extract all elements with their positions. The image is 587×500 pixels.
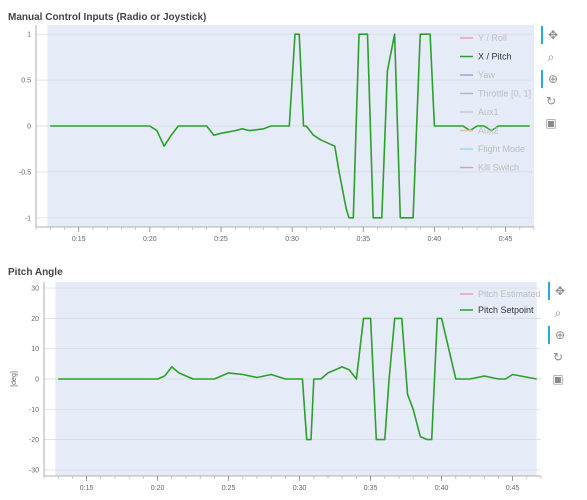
panel-title: Pitch Angle (8, 267, 63, 278)
y-tick-label: 30 (31, 286, 39, 293)
y-tick-label: 0 (27, 124, 31, 131)
series-line-x-pitch (50, 33, 530, 219)
pitch-angle-panel: Pitch Angle 30 20 10 0 -10 -20 -30 0:15 0:20 0:25… (0, 262, 587, 500)
pan-icon[interactable]: ✥ (548, 282, 570, 300)
x-tick-label: 0:20 (151, 485, 165, 492)
legend-item[interactable]: Kill Switch (460, 163, 519, 173)
legend-label: Aux1 (478, 107, 499, 117)
x-tick-label: 0:30 (293, 485, 307, 492)
legend-label: Pitch Estimated (478, 289, 541, 299)
x-tick-label: 0:40 (428, 236, 442, 243)
x-tick-label: 0:35 (356, 236, 370, 243)
x-tick-label: 0:15 (80, 485, 94, 492)
legend-label: Pitch Setpoint (478, 305, 534, 315)
box-zoom-icon[interactable]: ⌕ (554, 305, 562, 320)
y-tick-label: 1 (27, 32, 31, 39)
legend-label: Aux2 (478, 126, 499, 136)
legend-item[interactable]: Flight Mode (460, 144, 525, 154)
legend-item[interactable]: Aux1 (460, 107, 499, 117)
y-tick-label: -0.5 (19, 169, 31, 176)
x-tick-label: 0:45 (499, 236, 513, 243)
manual-control-chart[interactable]: 1 0.5 0 -0.5 -1 0:15 0:20 0:25 0:30 0:35 0:40 0:45 Y… (0, 0, 587, 262)
y-axis-label: [deg] (11, 371, 18, 387)
legend-label: Yaw (478, 70, 495, 80)
wheel-zoom-icon[interactable]: ⊕ (541, 70, 563, 88)
legend-label: Flight Mode (478, 144, 525, 154)
legend-item[interactable]: X / Pitch (460, 52, 512, 62)
manual-control-panel: Manual Control Inputs (Radio or Joystick… (0, 0, 587, 262)
x-tick-label: 0:20 (143, 236, 157, 243)
legend-item[interactable]: Y / Roll (460, 33, 507, 43)
box-zoom-icon[interactable]: ⌕ (547, 49, 555, 64)
y-tick-label: 20 (31, 316, 39, 323)
x-tick-label: 0:25 (222, 485, 236, 492)
save-icon[interactable]: ▣ (545, 116, 557, 130)
save-icon[interactable]: ▣ (552, 372, 564, 386)
panel-title: Manual Control Inputs (Radio or Joystick… (8, 12, 207, 23)
wheel-zoom-icon[interactable]: ⊕ (548, 326, 570, 344)
legend-item[interactable]: Throttle [0, 1] (460, 89, 531, 99)
pan-icon[interactable]: ✥ (541, 26, 563, 44)
y-tick-label: -30 (29, 467, 39, 474)
x-tick-label: 0:25 (214, 236, 228, 243)
x-tick-label: 0:35 (364, 485, 378, 492)
legend-label: Throttle [0, 1] (478, 89, 531, 99)
legend-item[interactable]: Pitch Setpoint (460, 305, 534, 315)
reset-icon[interactable]: ↻ (545, 94, 557, 108)
y-tick-label: 0 (35, 377, 39, 384)
legend-item[interactable]: Pitch Estimated (460, 289, 541, 299)
pitch-angle-chart[interactable]: 30 20 10 0 -10 -20 -30 0:15 0:20 0:25 0:30 0:35 0:40… (0, 262, 587, 500)
x-tick-label: 0:30 (285, 236, 299, 243)
x-tick-label: 0:40 (435, 485, 449, 492)
legend-item[interactable]: Yaw (460, 70, 495, 80)
y-tick-label: 0.5 (21, 78, 31, 85)
x-tick-label: 0:15 (72, 236, 86, 243)
series-line-pitch-setpoint (58, 317, 537, 441)
y-tick-label: -20 (29, 437, 39, 444)
legend-label: Kill Switch (478, 163, 519, 173)
reset-icon[interactable]: ↻ (552, 350, 564, 364)
y-tick-label: -1 (25, 215, 31, 222)
x-tick-label: 0:45 (506, 485, 520, 492)
y-tick-label: -10 (29, 407, 39, 414)
legend-label: X / Pitch (478, 52, 512, 62)
y-tick-label: 10 (31, 346, 39, 353)
legend-label: Y / Roll (478, 33, 507, 43)
legend-item[interactable]: Aux2 (460, 126, 499, 136)
